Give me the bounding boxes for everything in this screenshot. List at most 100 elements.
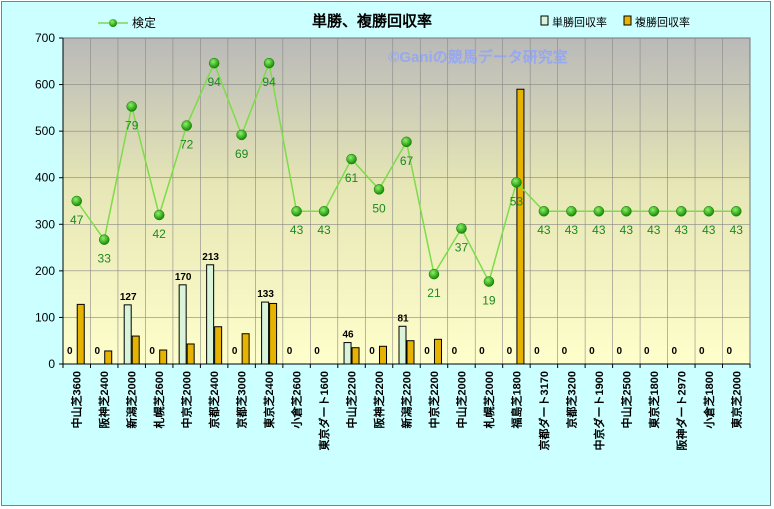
line-point bbox=[263, 57, 275, 69]
line-data-label: 53 bbox=[510, 194, 524, 208]
bar-data-label: 0 bbox=[149, 346, 155, 357]
line-series: 47 33 79 42 72 94 69 94 43 43 61 50 67 21 37 19 53 43 43 43… bbox=[70, 57, 744, 308]
bar-data-label: 0 bbox=[369, 346, 375, 357]
line-point bbox=[483, 276, 495, 287]
line-data-label: 72 bbox=[180, 138, 194, 152]
legend: 検定 単勝回収率 複勝回収率 bbox=[98, 15, 690, 30]
bar-fukusho bbox=[351, 347, 360, 365]
line-point bbox=[153, 209, 165, 221]
line-data-label: 19 bbox=[482, 294, 496, 308]
line-data-label: 43 bbox=[317, 223, 331, 237]
plot-area bbox=[62, 37, 751, 365]
chart-title: 単勝、複勝回収率 bbox=[312, 12, 432, 30]
x-tick-label: 東京芝2000 bbox=[729, 371, 743, 428]
line-point bbox=[566, 205, 577, 217]
bar-data-label: 0 bbox=[314, 346, 320, 357]
line-data-label: 43 bbox=[537, 223, 551, 237]
legend-swatch-tansho bbox=[540, 15, 549, 26]
y-axis: 0 100 200 300 400 500 600 700 bbox=[35, 31, 64, 371]
legend-label-tansho: 単勝回収率 bbox=[552, 15, 607, 29]
bar-data-label: 0 bbox=[67, 346, 73, 357]
x-tick-label: 京都芝3200 bbox=[564, 371, 578, 428]
bar-data-label: 0 bbox=[232, 346, 238, 357]
x-tick-label: 中京ダート1900 bbox=[592, 371, 606, 450]
bar-data-label: 0 bbox=[672, 346, 678, 357]
bar-fukusho bbox=[186, 343, 195, 365]
bar-fukusho bbox=[433, 338, 442, 365]
x-tick-label: 福島芝1800 bbox=[509, 371, 523, 429]
x-tick-label: 小倉芝1800 bbox=[702, 371, 716, 429]
line-point bbox=[428, 268, 440, 280]
line-point bbox=[621, 205, 632, 217]
x-tick-label: 中山芝3600 bbox=[70, 371, 84, 428]
line-point bbox=[373, 184, 385, 195]
line-point bbox=[456, 223, 467, 234]
bar-data-label: 127 bbox=[120, 292, 137, 303]
bar-data-label: 0 bbox=[562, 346, 568, 357]
bar-fukusho bbox=[76, 303, 85, 365]
line-point bbox=[208, 57, 220, 69]
line-data-label: 67 bbox=[400, 154, 414, 168]
x-tick-label: 阪神芝2400 bbox=[97, 371, 111, 428]
line-data-label: 79 bbox=[125, 118, 139, 132]
x-tick-label: 京都芝3000 bbox=[235, 371, 249, 428]
bar-data-label: 0 bbox=[287, 346, 293, 357]
y-tick-label: 200 bbox=[35, 264, 55, 278]
bar-fukusho bbox=[131, 335, 140, 365]
line-data-label: 50 bbox=[372, 201, 386, 215]
bar-data-label: 0 bbox=[726, 346, 732, 357]
line-data-label: 43 bbox=[620, 223, 634, 237]
y-tick-label: 300 bbox=[35, 217, 55, 231]
line-data-label: 21 bbox=[427, 286, 441, 300]
x-tick-label: 東京芝2400 bbox=[262, 371, 276, 428]
line-point bbox=[98, 234, 110, 245]
line-data-label: 42 bbox=[153, 227, 167, 241]
line-point bbox=[236, 129, 247, 141]
bar-data-label: 0 bbox=[644, 346, 650, 357]
bar-data-label: 0 bbox=[479, 346, 485, 357]
legend-label-kentei: 検定 bbox=[132, 15, 156, 30]
bar-labels: 0 0 127 0 170 213 0 133 0 0 46 0 81 0 0 0 0 0 0 0 0 0 0 0 0 bbox=[67, 252, 733, 357]
x-tick-label: 札幌芝2600 bbox=[152, 371, 166, 429]
gridlines bbox=[63, 38, 750, 364]
bar-data-label: 0 bbox=[699, 346, 705, 357]
line-data-label: 94 bbox=[207, 75, 221, 89]
bar-data-label: 0 bbox=[589, 346, 595, 357]
x-tick-label: 阪神ダート2970 bbox=[674, 371, 688, 450]
line-point bbox=[126, 101, 137, 112]
line-data-label: 43 bbox=[290, 223, 304, 237]
bar-tansho bbox=[343, 342, 352, 365]
bar-tansho bbox=[178, 284, 187, 365]
line-data-label: 43 bbox=[565, 223, 579, 237]
x-tick-label: 東京ダート1600 bbox=[317, 371, 331, 450]
line-point bbox=[291, 205, 302, 217]
y-tick-label: 400 bbox=[35, 171, 55, 185]
x-tick-label: 札幌芝2000 bbox=[482, 371, 496, 429]
x-tick-label: 新潟芝2000 bbox=[125, 371, 139, 428]
watermark: ©Ganiの競馬データ研究室 bbox=[388, 48, 567, 66]
line-point bbox=[401, 136, 412, 148]
line-data-label: 43 bbox=[730, 223, 744, 237]
y-tick-label: 0 bbox=[48, 357, 55, 371]
x-tick-label: 新潟芝2200 bbox=[400, 371, 414, 428]
bar-data-label: 170 bbox=[175, 272, 192, 283]
x-tick-label: 京都芝2400 bbox=[207, 371, 221, 428]
x-tick-label: 中山芝2000 bbox=[454, 371, 468, 428]
bar-tansho bbox=[123, 304, 132, 365]
x-tick-label: 東京芝1800 bbox=[647, 371, 661, 428]
y-tick-label: 100 bbox=[35, 310, 55, 324]
line-point bbox=[318, 205, 330, 217]
bar-data-label: 0 bbox=[452, 346, 458, 357]
legend-swatch-fukusho bbox=[623, 15, 632, 26]
bar-data-label: 0 bbox=[534, 346, 540, 357]
x-tick-label: 中山芝2200 bbox=[345, 371, 359, 428]
bar-tansho bbox=[398, 325, 407, 365]
line-data-label: 43 bbox=[702, 223, 716, 237]
legend-marker-swatch bbox=[109, 19, 117, 27]
line-point bbox=[346, 153, 357, 165]
bar-tansho bbox=[206, 264, 215, 365]
bar-data-label: 0 bbox=[507, 346, 513, 357]
line-data-label: 33 bbox=[98, 252, 112, 266]
bar-fukusho bbox=[159, 349, 168, 365]
line-point bbox=[676, 205, 687, 217]
